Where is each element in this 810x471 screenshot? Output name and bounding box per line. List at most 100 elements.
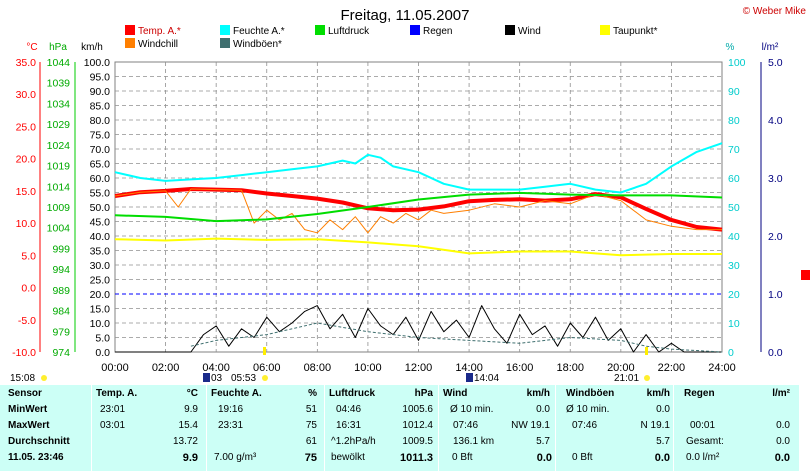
tick-label-rain: 0.0 [768, 347, 783, 359]
tick-label-rain: 1.0 [768, 289, 783, 301]
table-cell: 07:46 [572, 420, 598, 431]
weather-chart: Freitag, 11.05.2007 © Weber Mike Temp. A… [10, 6, 810, 384]
tick-label-wind: 30.0 [90, 260, 111, 272]
table-cell: km/h [526, 388, 550, 399]
table-cell: Gesamt: [686, 436, 724, 447]
table-cell: 9.9 [184, 404, 198, 415]
legend-swatch [410, 25, 420, 35]
tick-label-wind: 15.0 [90, 304, 111, 316]
tick-label-temp: 25.0 [16, 121, 37, 133]
tick-label-humidity: 100 [728, 57, 746, 69]
sun-mid2-label: 14:04 [474, 373, 499, 384]
legend-label: Taupunkt* [613, 26, 658, 37]
table-cell: 75 [305, 420, 317, 431]
row-label-min: MinWert [8, 404, 48, 415]
row-label-max: MaxWert [8, 420, 50, 431]
table-cell: % [308, 388, 317, 399]
tick-label-wind: 50.0 [90, 202, 111, 214]
tick-label-temp: -5.0 [18, 315, 36, 327]
table-cell: 0.0 [654, 452, 670, 464]
tick-label-pressure: 1039 [47, 78, 71, 90]
tick-label-wind: 55.0 [90, 188, 111, 200]
tick-label-pressure: 1044 [47, 57, 71, 69]
table-cell: 00:01 [690, 420, 716, 431]
sunset-label: 21:01 [614, 373, 639, 384]
table-cell: bewölkt [331, 452, 365, 463]
tick-label-pressure: 1014 [47, 181, 71, 193]
table-cell: 136.1 km [453, 436, 495, 447]
table-cell: 51 [305, 404, 317, 415]
x-axis: 00:00 02:00 04:00 06:00 08:00 10:00 12:00 14:00… [101, 362, 736, 374]
plot-grid [115, 62, 722, 352]
tick-label-wind: 20.0 [90, 289, 111, 301]
tick-label-pressure: 1024 [47, 140, 71, 152]
table-cell: 5.7 [536, 436, 550, 447]
rain-header: Regen [684, 388, 715, 399]
tick-label-pressure: 974 [52, 347, 70, 359]
moon-icon [466, 373, 473, 382]
wind-header: Wind [443, 388, 468, 399]
table-cell: 0.0 l/m² [686, 452, 720, 463]
tick-label-wind: 40.0 [90, 231, 111, 243]
tick-label-pressure: 1029 [47, 119, 71, 131]
table-cell: 07:46 [453, 420, 479, 431]
series-line-luftdruck [114, 191, 723, 223]
tick-label-wind: 80.0 [90, 115, 111, 127]
x-tick-label: 18:00 [556, 362, 584, 374]
temp-now-marker [801, 270, 810, 280]
tick-label-humidity: 60 [728, 173, 740, 185]
tick-label-wind: 25.0 [90, 275, 111, 287]
table-cell: 0.0 [536, 404, 550, 415]
x-tick-label: 00:00 [101, 362, 129, 374]
tick-label-wind: 0.0 [95, 347, 110, 359]
tick-label-humidity: 30 [728, 260, 740, 272]
table-cell: 1012.4 [402, 420, 433, 431]
x-tick-label: 10:00 [354, 362, 382, 374]
axis-units: °C hPa km/h% l/m² [26, 42, 779, 53]
tick-label-pressure: 984 [52, 306, 70, 318]
legend-label: Feuchte A.* [233, 26, 285, 37]
legend-swatch [125, 38, 135, 48]
table-cell: 04:46 [336, 404, 362, 415]
series-line-wind [115, 305, 722, 353]
tick-label-rain: 2.0 [768, 231, 783, 243]
current-datetime: 11.05. 23:46 [8, 452, 64, 463]
tick-label-wind: 95.0 [90, 72, 111, 84]
table-column [0, 385, 92, 471]
sun-mid1-label: 03 [211, 373, 223, 384]
sun-icon [41, 375, 47, 381]
table-cell: 7.00 g/m³ [214, 452, 257, 463]
x-tick-label: 02:00 [152, 362, 180, 374]
sunrise-marker [263, 347, 266, 355]
axis-unit-pressure: hPa [49, 42, 67, 53]
sensor-header: Sensor [8, 388, 42, 399]
table-cell: 23:31 [218, 420, 244, 431]
legend-label: Luftdruck [328, 26, 370, 37]
tick-label-temp: 15.0 [16, 186, 37, 198]
legend-swatch [315, 25, 325, 35]
axes: 35.0 30.0 25.0 20.0 15.0 10.0 5.0 0.0 -5.0 -10.0 1… [12, 57, 783, 359]
tick-label-pressure: 1009 [47, 202, 71, 214]
tick-label-rain: 4.0 [768, 115, 783, 127]
sunrise-label: 05:53 [231, 373, 256, 384]
tick-label-wind: 90.0 [90, 86, 111, 98]
table-cell: NW 19.1 [511, 420, 550, 431]
table-cell: 0.0 [656, 404, 670, 415]
tick-label-rain: 5.0 [768, 57, 783, 69]
tick-label-wind: 65.0 [90, 159, 111, 171]
table-cell: l/m² [772, 388, 790, 399]
sun-timeline: 15:08 03 05:53 14:04 21:01 [10, 347, 650, 384]
table-cell: 15.4 [178, 420, 198, 431]
tick-label-temp: 30.0 [16, 89, 37, 101]
table-column [92, 385, 207, 471]
table-cell: 03:01 [100, 420, 126, 431]
x-tick-label: 20:00 [607, 362, 635, 374]
stats-table: Sensor MinWert MaxWert Durchschnitt 11.05. 2… [0, 385, 800, 471]
tick-label-temp: 35.0 [16, 57, 37, 69]
table-cell: 0 Bft [452, 452, 473, 463]
tick-label-pressure: 1019 [47, 161, 71, 173]
table-cell: 0.0 [774, 452, 790, 464]
tick-label-pressure: 994 [52, 264, 70, 276]
tick-label-pressure: 979 [52, 326, 70, 338]
tick-label-humidity: 0 [728, 347, 734, 359]
